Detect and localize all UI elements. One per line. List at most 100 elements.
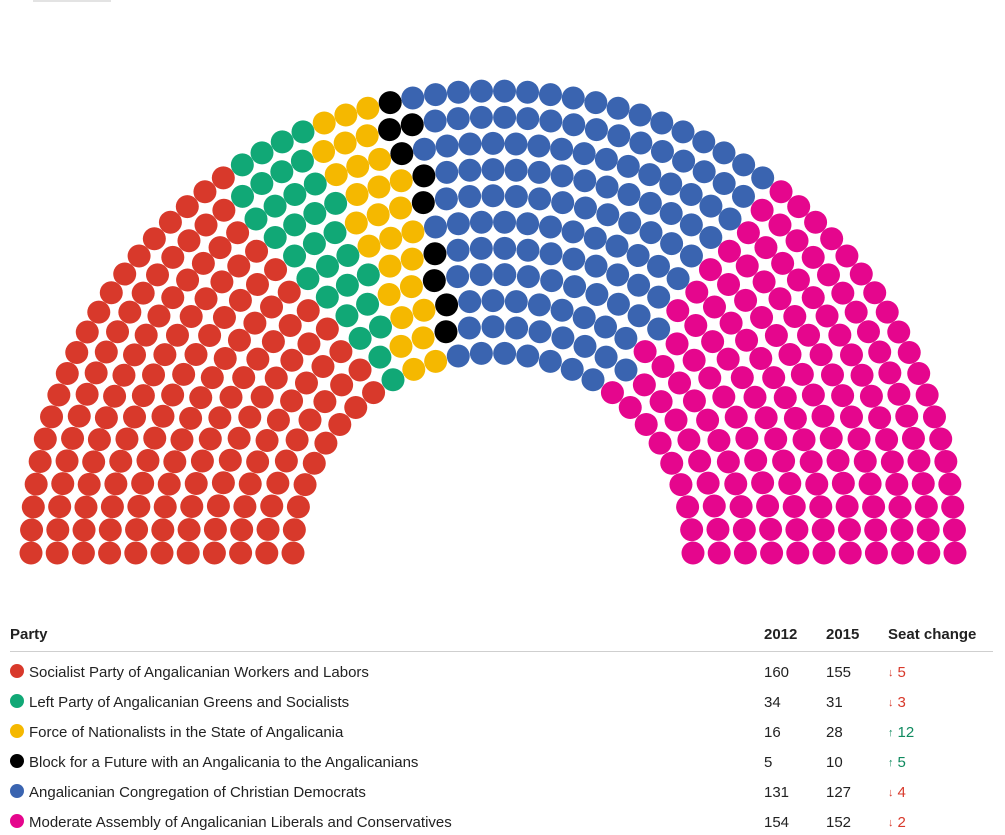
seat-dot-party-6 — [786, 268, 810, 292]
seat-dot-party-6 — [783, 305, 807, 329]
seat-dot-party-6 — [778, 343, 802, 367]
seat-dot-party-6 — [717, 272, 741, 296]
seat-change: ↑ 5 — [888, 754, 906, 772]
seat-dot-party-6 — [844, 300, 868, 324]
seat-dot-party-5 — [650, 111, 674, 135]
seat-dot-party-1 — [176, 268, 200, 292]
seats-2015: 31 — [826, 694, 843, 711]
seat-dot-party-1 — [158, 210, 182, 234]
seat-dot-party-1 — [238, 472, 262, 496]
seat-dot-party-5 — [647, 254, 670, 278]
seat-dot-party-1 — [194, 287, 218, 311]
seat-dot-party-3 — [389, 334, 413, 358]
seat-dot-party-1 — [302, 451, 326, 475]
seat-dot-party-1 — [163, 450, 187, 474]
seat-dot-party-6 — [706, 517, 730, 541]
arrow-up-icon: ↑ — [888, 727, 894, 739]
seat-dot-party-1 — [136, 449, 160, 473]
seat-dot-party-5 — [629, 131, 653, 155]
seat-dot-party-2 — [369, 315, 392, 339]
seat-dot-party-5 — [550, 298, 574, 322]
seat-dot-party-5 — [469, 263, 493, 287]
seat-dot-party-1 — [282, 518, 306, 542]
seat-dot-party-2 — [323, 221, 347, 245]
seat-dot-party-1 — [297, 332, 321, 356]
seat-dot-party-6 — [778, 472, 802, 496]
seat-dot-party-2 — [250, 141, 274, 165]
seat-dot-party-1 — [281, 541, 305, 565]
seat-dot-party-1 — [315, 317, 339, 341]
seat-dot-party-1 — [208, 406, 232, 430]
seat-dot-party-6 — [888, 495, 912, 519]
seat-dot-party-6 — [929, 427, 953, 451]
seat-dot-party-5 — [469, 210, 493, 234]
seat-dot-party-6 — [665, 332, 689, 356]
seats-2015: 10 — [826, 754, 843, 771]
seat-dot-party-1 — [71, 541, 95, 565]
seat-dot-party-6 — [820, 227, 844, 251]
seat-dot-party-6 — [682, 389, 706, 413]
seat-dot-party-1 — [246, 347, 270, 371]
seat-dot-party-6 — [702, 494, 726, 518]
arrow-down-icon: ↓ — [888, 817, 894, 829]
seat-dot-party-5 — [469, 105, 493, 129]
seat-dot-party-1 — [161, 286, 185, 310]
seat-dot-party-1 — [153, 495, 177, 519]
seat-dot-party-6 — [735, 426, 759, 450]
seat-dot-party-1 — [123, 343, 147, 367]
seat-dot-party-5 — [626, 244, 650, 267]
seat-dot-party-1 — [219, 385, 243, 409]
seat-dot-party-3 — [379, 226, 403, 250]
seat-dot-party-1 — [294, 371, 318, 395]
seat-dot-party-1 — [51, 472, 75, 496]
seat-dot-party-1 — [99, 281, 123, 305]
seat-dot-party-6 — [858, 472, 882, 496]
seat-dot-party-1 — [72, 518, 96, 542]
seat-dot-party-6 — [649, 390, 673, 414]
seat-dot-party-1 — [191, 251, 215, 275]
seat-dot-party-6 — [801, 383, 825, 407]
seat-dot-party-6 — [831, 281, 855, 305]
seat-dot-party-4 — [411, 191, 435, 215]
table-row: Moderate Assembly of Angalicanian Libera… — [10, 802, 993, 832]
seat-dot-party-6 — [811, 518, 835, 542]
seat-dot-party-1 — [142, 227, 166, 251]
seat-dot-party-1 — [285, 428, 309, 452]
seat-dot-party-1 — [179, 305, 203, 329]
seat-dot-party-6 — [801, 286, 825, 310]
seat-dot-party-6 — [868, 406, 892, 430]
seat-dot-party-2 — [231, 184, 255, 208]
seat-dot-party-5 — [446, 212, 470, 236]
seat-dot-party-6 — [664, 408, 688, 432]
seat-dot-party-1 — [189, 386, 213, 410]
seat-dot-party-6 — [750, 305, 774, 329]
seat-dot-party-5 — [647, 317, 671, 341]
seat-dot-party-5 — [616, 154, 640, 178]
seat-dot-party-1 — [157, 472, 181, 496]
seat-dot-party-3 — [346, 154, 370, 178]
seat-dot-party-6 — [680, 518, 704, 542]
seat-dot-party-3 — [324, 163, 348, 187]
seat-dot-party-5 — [481, 289, 505, 313]
seat-dot-party-1 — [103, 384, 127, 408]
seat-dot-party-1 — [65, 341, 89, 365]
seat-dot-party-6 — [895, 404, 919, 428]
seat-dot-party-2 — [283, 183, 307, 207]
seat-dot-party-5 — [493, 210, 517, 234]
seat-dot-party-6 — [707, 541, 731, 565]
seat-dot-party-2 — [303, 172, 327, 196]
seat-dot-party-1 — [104, 472, 128, 496]
seat-dot-party-5 — [504, 185, 528, 209]
seat-dot-party-5 — [692, 130, 716, 154]
seat-dot-party-1 — [67, 404, 91, 428]
seat-dot-party-6 — [915, 383, 939, 407]
seat-dot-party-6 — [751, 471, 775, 495]
seat-dot-party-5 — [446, 238, 470, 262]
seat-dot-party-3 — [355, 124, 379, 148]
seat-dot-party-5 — [584, 118, 608, 142]
seat-change: ↓ 3 — [888, 694, 906, 712]
seat-dot-party-5 — [679, 183, 703, 207]
seats-2012: 131 — [764, 784, 790, 801]
seat-dot-party-6 — [820, 363, 844, 387]
seat-dot-party-5 — [718, 207, 742, 231]
